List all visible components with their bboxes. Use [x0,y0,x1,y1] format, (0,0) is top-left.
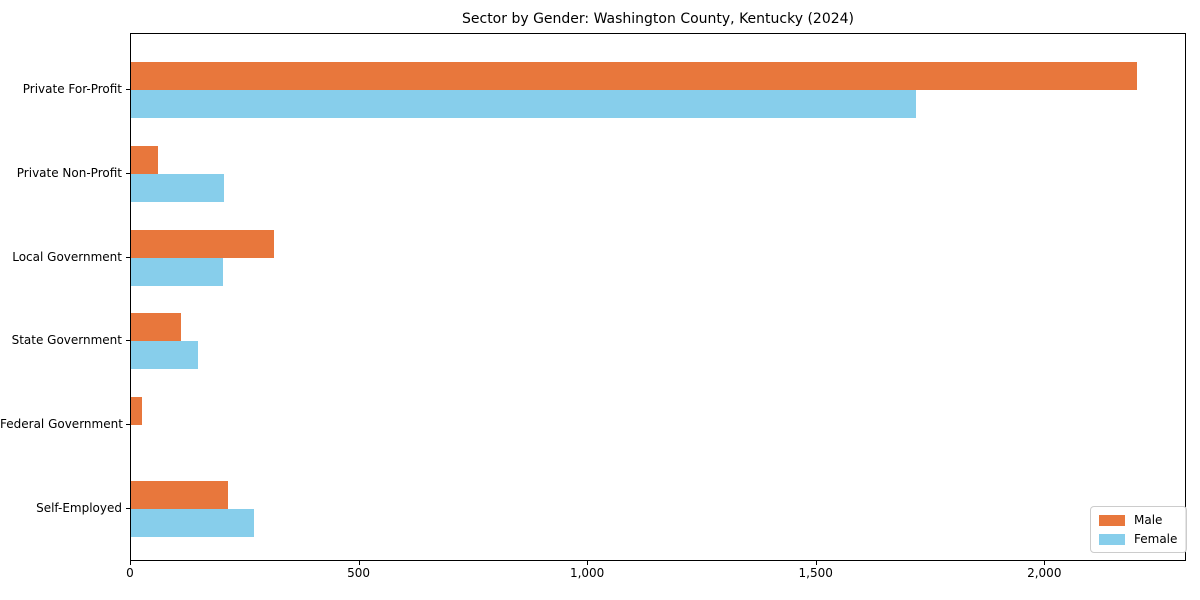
y-tick-mark [126,340,130,342]
x-tick-label-2-000: 2,000 [1027,566,1062,580]
bar-male-federal-government [131,397,142,426]
bar-female-private-for-profit [131,90,917,118]
x-tick-mark [358,561,360,565]
x-tick-mark [587,561,589,565]
legend-item-male: Male [1099,513,1177,527]
x-tick-mark [130,561,131,565]
female-series-swatch [1099,533,1125,545]
bar-male-local-government [131,229,274,258]
legend-label-female: Female [1134,532,1178,546]
bar-female-local-government [131,257,224,286]
bar-male-state-government [131,313,182,342]
x-tick-mark [1044,561,1046,565]
y-tick-label-private-for-profit: Private For-Profit [22,82,122,96]
legend: Male Female [1090,506,1188,553]
y-tick-mark [126,424,130,426]
bar-male-private-non-profit [131,145,159,174]
y-tick-label-self-employed: Self-Employed [36,501,122,515]
legend-item-female: Female [1099,532,1177,546]
bar-female-self-employed [131,509,254,537]
x-tick-label-500: 500 [347,566,371,580]
bar-male-self-employed [131,481,229,509]
x-tick-mark [815,561,817,565]
x-tick-label-0: 0 [126,566,134,580]
y-tick-mark [126,508,130,509]
x-tick-label-1-500: 1,500 [798,566,833,580]
y-tick-label-state-government: State Government [11,333,122,348]
y-tick-mark [126,89,130,90]
y-tick-label-private-non-profit: Private Non-Profit [16,165,122,180]
y-tick-mark [126,256,130,258]
x-tick-label-1-000: 1,000 [569,566,605,580]
y-tick-label-federal-government: Federal Government [0,417,123,432]
plot-area [130,33,1186,561]
legend-label-male: Male [1134,513,1163,527]
chart-title: Sector by Gender: Washington County, Ken… [462,11,854,27]
bar-female-state-government [131,341,198,370]
male-series-swatch [1099,514,1125,526]
bar-male-private-for-profit [131,62,1137,90]
y-tick-label-local-government: Local Government [12,249,122,264]
y-tick-mark [126,172,130,174]
bar-female-private-non-profit [131,173,224,202]
